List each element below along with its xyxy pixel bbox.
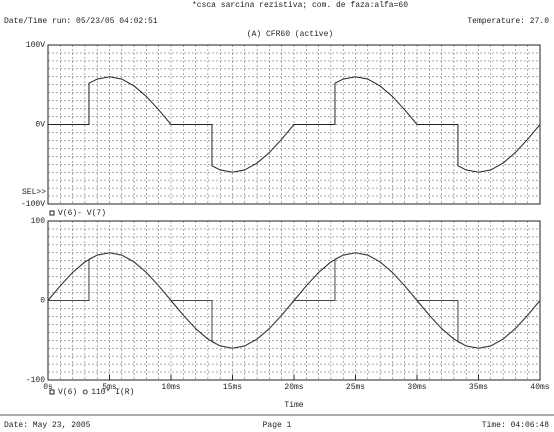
run-info: Date/Time run: 05/23/05 04:02:51 bbox=[4, 17, 158, 26]
legend-label: V(6) bbox=[58, 388, 77, 397]
legend-label: V(6)- V(7) bbox=[58, 209, 106, 218]
x-tick-label: 0s bbox=[43, 383, 53, 392]
y-tick-label: 100 bbox=[31, 217, 46, 226]
plot-subtitle: (A) CFR60 (active) bbox=[247, 30, 333, 39]
footer-time: Time: 04:06:48 bbox=[482, 421, 549, 430]
legend-marker bbox=[49, 210, 55, 216]
y-tick-label: -100V bbox=[21, 200, 45, 209]
footer-page: Page 1 bbox=[263, 421, 292, 430]
y-tick-label: 100V bbox=[26, 41, 45, 50]
legend-marker bbox=[49, 389, 55, 395]
legend-marker bbox=[82, 389, 88, 395]
x-tick-label: 10ms bbox=[161, 383, 180, 392]
series-line bbox=[48, 252, 541, 349]
sel-label: SEL>> bbox=[22, 188, 46, 197]
y-tick-label: 0 bbox=[40, 297, 45, 306]
x-tick-label: 20ms bbox=[284, 383, 303, 392]
footer-date: Date: May 23, 2005 bbox=[4, 421, 91, 430]
y-tick-label: -100 bbox=[26, 376, 45, 385]
x-tick-label: 40ms bbox=[530, 383, 549, 392]
x-tick-label: 35ms bbox=[469, 383, 488, 392]
temperature: Temperature: 27.0 bbox=[467, 17, 549, 26]
page-title: *csca sarcina rezistiva; com. de faza:al… bbox=[192, 1, 408, 10]
x-tick-label: 5ms bbox=[102, 383, 117, 392]
series-line bbox=[48, 76, 541, 173]
legend-label: 110* I(R) bbox=[91, 388, 134, 397]
y-tick-label: 0V bbox=[35, 121, 45, 130]
x-tick-label: 30ms bbox=[407, 383, 426, 392]
x-axis-label: Time bbox=[284, 401, 303, 410]
x-tick-label: 25ms bbox=[346, 383, 365, 392]
x-tick-label: 15ms bbox=[223, 383, 242, 392]
